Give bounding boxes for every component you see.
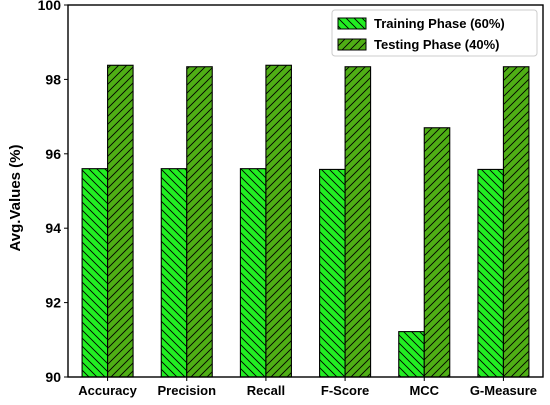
bar-hatch — [107, 65, 134, 377]
y-tick-label: 90 — [45, 369, 61, 385]
legend-swatch-outline — [337, 17, 367, 30]
bar-hatch — [424, 127, 450, 377]
legend-swatch-hatch — [338, 39, 366, 50]
bar-testing-precision — [186, 66, 213, 378]
bar-training-mcc — [398, 331, 425, 378]
bars-layer — [81, 64, 530, 378]
x-tick-label: G-Measure — [470, 383, 537, 398]
x-tick-label: Precision — [157, 383, 216, 398]
legend-item-training: Training Phase (60%) — [337, 16, 505, 31]
bar-hatch — [240, 168, 266, 377]
bar-hatch — [186, 66, 213, 377]
bar-testing-mcc — [423, 127, 451, 378]
bar-hatch — [503, 66, 529, 377]
bar-training-accuracy — [81, 168, 109, 378]
bar-hatch — [265, 65, 292, 377]
legend-label: Testing Phase (40%) — [374, 37, 499, 52]
y-tick-label: 94 — [45, 220, 61, 236]
bar-hatch — [82, 168, 108, 377]
bar-testing-recall — [265, 64, 292, 378]
legend-item-testing: Testing Phase (40%) — [337, 37, 499, 52]
legend-label: Training Phase (60%) — [374, 16, 505, 31]
x-tick-label: F-Score — [321, 383, 369, 398]
y-tick-label: 92 — [45, 295, 61, 311]
bar-hatch — [161, 168, 187, 377]
y-tick-label: 100 — [38, 0, 62, 13]
legend-swatch-hatch — [338, 18, 366, 29]
bar-testing-f-score — [344, 66, 372, 378]
bar-training-f-score — [319, 168, 346, 378]
bar-testing-g-measure — [502, 66, 530, 378]
x-tick-label: Accuracy — [78, 383, 137, 398]
plot-frame — [67, 4, 544, 378]
legend-swatch-outline — [337, 38, 367, 51]
bar-hatch — [398, 331, 425, 377]
x-tick-label: Recall — [247, 383, 285, 398]
bar-hatch — [345, 66, 371, 377]
y-tick-label: 96 — [45, 146, 61, 162]
bar-training-precision — [160, 168, 188, 378]
bar-training-g-measure — [477, 168, 504, 378]
bar-training-recall — [239, 168, 267, 378]
legend-box — [331, 9, 538, 57]
legend: Training Phase (60%) Testing Phase (40%) — [331, 9, 538, 57]
bar-testing-accuracy — [107, 64, 134, 378]
ticks-layer: Accuracy Precision Recall F-Score MCC G-Measu… — [38, 0, 537, 398]
x-tick-label: MCC — [409, 383, 439, 398]
bar-hatch — [477, 169, 504, 377]
y-axis-label: Avg.Values (%) — [7, 145, 24, 252]
bar-hatch — [319, 169, 346, 377]
y-tick-label: 98 — [45, 71, 61, 87]
